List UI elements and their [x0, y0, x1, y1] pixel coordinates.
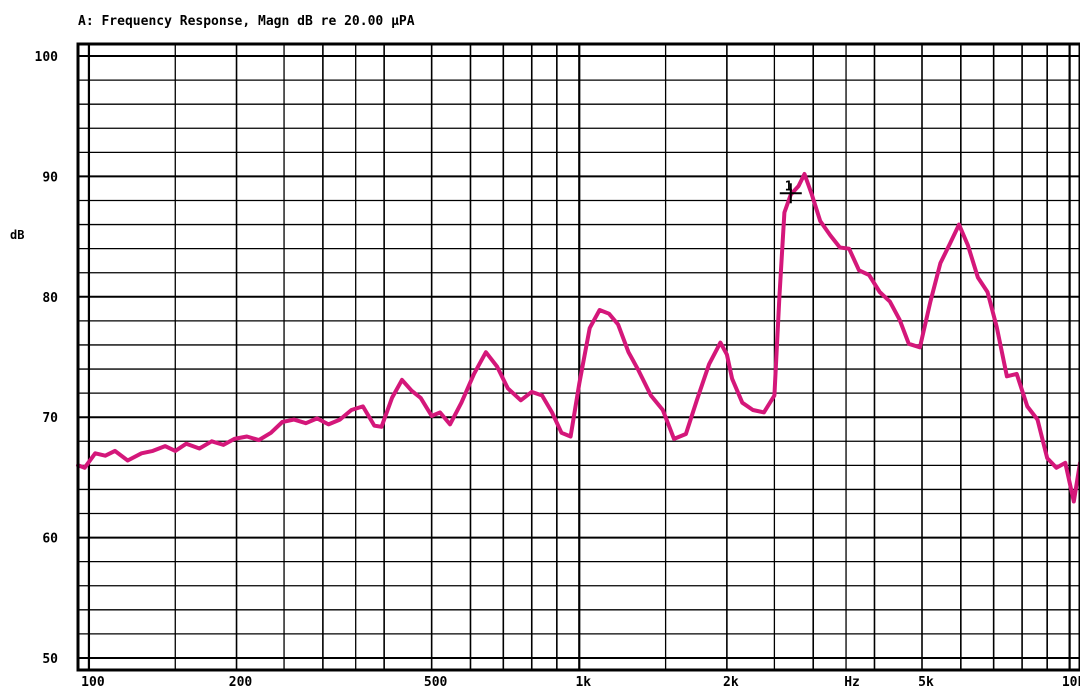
x-axis-label: Hz [844, 675, 860, 689]
x-tick-label: 100 [81, 675, 105, 689]
y-tick-label: 70 [42, 411, 58, 426]
y-tick-label: 80 [42, 291, 58, 306]
y-tick-label: 60 [42, 532, 58, 547]
series-line [76, 172, 1080, 504]
x-tick-label: 200 [229, 675, 253, 689]
y-tick-label: 50 [42, 652, 58, 667]
tick-labels: 100 200 500 1k 2k 5k 10k Hz 50 60 70 80 90 100 [35, 50, 1080, 689]
x-tick-label: 2k [723, 675, 739, 689]
grid [78, 44, 1080, 670]
y-tick-label: 100 [35, 50, 59, 65]
y-tick-label: 90 [42, 170, 58, 185]
chart-title: A: Frequency Response, Magn dB re 20.00 … [78, 14, 415, 29]
annotations: 1 [779, 179, 802, 204]
x-tick-label: 1k [575, 675, 591, 689]
marker-label: 1 [785, 179, 793, 194]
x-tick-label: 10k [1062, 675, 1080, 689]
x-tick-label: 500 [424, 675, 448, 689]
y-axis-label: dB [10, 228, 24, 242]
series-lines [76, 172, 1080, 504]
plot-frame [76, 42, 1080, 672]
x-tick-label: 5k [918, 675, 934, 689]
